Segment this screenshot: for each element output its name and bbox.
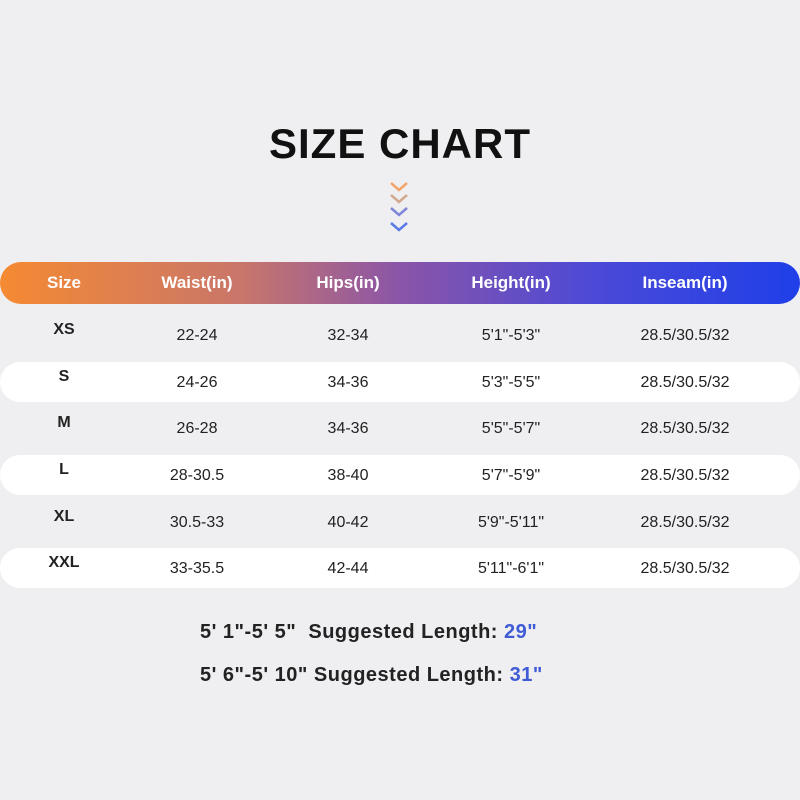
length-value: 31" [509, 664, 543, 686]
height-range: 5' 1"-5' 5" [200, 621, 309, 643]
chevron-down-icon [390, 182, 408, 192]
column-header: Hips(in) [316, 273, 380, 292]
size-label: XXL [48, 554, 80, 571]
height-range: 5' 6"-5' 10" [200, 664, 314, 686]
chevron-down-icon [390, 222, 408, 232]
table-cell: 28.5/30.5/32 [640, 327, 730, 344]
suggested-length-note: 5' 1"-5' 5" Suggested Length: 29" [200, 621, 537, 644]
column-header: Height(in) [471, 273, 551, 292]
table-cell: 34-36 [327, 420, 369, 437]
table-cell: 5'5"-5'7" [481, 420, 541, 437]
table-row: M 26-28 34-36 5'5"-5'7" 28.5/30.5/32 [0, 408, 800, 448]
column-header: Waist(in) [161, 273, 233, 292]
table-cell: 33-35.5 [169, 560, 225, 577]
table-cell: 28.5/30.5/32 [640, 420, 730, 437]
table-row: L 28-30.5 38-40 5'7"-5'9" 28.5/30.5/32 [0, 455, 800, 495]
table-cell: 5'7"-5'9" [481, 467, 541, 484]
table-cell: 42-44 [327, 560, 369, 577]
note-label: Suggested Length: [308, 621, 505, 643]
table-cell: 5'1"-5'3" [481, 327, 541, 344]
table-row: XL 30.5-33 40-42 5'9"-5'11" 28.5/30.5/32 [0, 502, 800, 542]
table-cell: 28-30.5 [169, 467, 225, 484]
table-cell: 26-28 [176, 420, 218, 437]
size-label: S [58, 368, 70, 385]
table-cell: 40-42 [327, 514, 369, 531]
size-label: XL [53, 508, 75, 525]
size-label: M [57, 414, 71, 431]
table-cell: 28.5/30.5/32 [640, 514, 730, 531]
table-cell: 5'11"-6'1" [477, 560, 545, 577]
column-header: Size [46, 273, 82, 292]
size-label: XS [53, 321, 75, 338]
table-cell: 28.5/30.5/32 [640, 374, 730, 391]
table-cell: 5'3"-5'5" [481, 374, 541, 391]
length-value: 29" [504, 621, 538, 643]
table-cell: 28.5/30.5/32 [640, 560, 730, 577]
chevron-down-icon [390, 207, 408, 217]
table-row: XXL 33-35.5 42-44 5'11"-6'1" 28.5/30.5/32 [0, 548, 800, 588]
table-cell: 32-34 [327, 327, 369, 344]
suggested-length-note: 5' 6"-5' 10" Suggested Length: 31" [200, 664, 543, 687]
table-cell: 30.5-33 [169, 514, 225, 531]
table-cell: 5'9"-5'11" [477, 514, 545, 531]
chevron-down-icon [390, 194, 408, 204]
table-row: XS 22-24 32-34 5'1"-5'3" 28.5/30.5/32 [0, 315, 800, 355]
column-header: Inseam(in) [642, 273, 728, 292]
table-cell: 38-40 [327, 467, 369, 484]
page-title: SIZE CHART [269, 120, 531, 167]
note-label: Suggested Length: [313, 664, 510, 686]
table-row: S 24-26 34-36 5'3"-5'5" 28.5/30.5/32 [0, 362, 800, 402]
table-cell: 24-26 [176, 374, 218, 391]
table-header: Size Waist(in) Hips(in) Height(in) Inseam(in… [0, 262, 800, 304]
table-cell: 22-24 [176, 327, 218, 344]
size-label: L [59, 461, 69, 478]
table-cell: 28.5/30.5/32 [640, 467, 730, 484]
table-cell: 34-36 [327, 374, 369, 391]
